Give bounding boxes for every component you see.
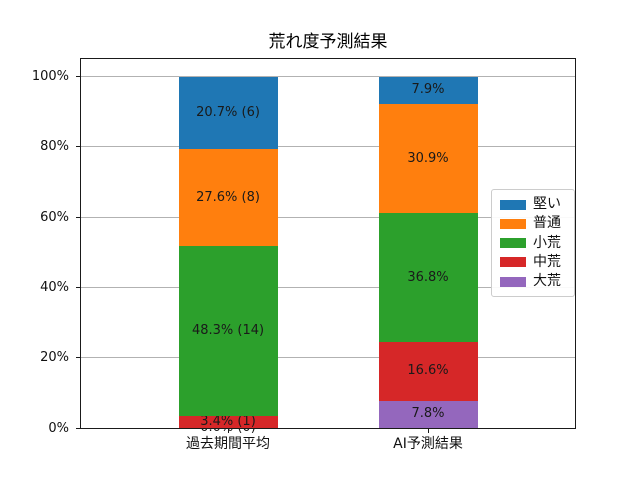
bar-segment-普通 [378, 104, 478, 213]
y-tick-label: 40% [40, 279, 69, 295]
legend: 堅い普通小荒中荒大荒 [491, 189, 575, 297]
legend-label: 普通 [533, 215, 561, 232]
legend-swatch-icon [500, 238, 526, 248]
gridline [81, 216, 575, 218]
bar-segment-大荒 [378, 400, 478, 428]
legend-label: 中荒 [533, 253, 561, 270]
bar-segment-堅い [378, 76, 478, 105]
x-tick-mark [227, 429, 229, 433]
gridline [81, 286, 575, 288]
legend-swatch-icon [500, 257, 526, 268]
gridline [81, 146, 575, 148]
legend-label: 小荒 [533, 234, 561, 251]
bar-segment-中荒 [178, 416, 278, 428]
y-tick-label: 0% [48, 420, 69, 436]
y-tick-mark [76, 357, 80, 359]
bar-segment-堅い [178, 76, 278, 150]
legend-item-堅い: 堅い [500, 197, 566, 212]
bar-segment-中荒 [378, 342, 478, 401]
legend-swatch-icon [500, 199, 526, 210]
legend-item-大荒: 大荒 [500, 274, 566, 289]
chart-title: 荒れ度予測結果 [268, 32, 388, 52]
stacked-bar-2: 7.8% 16.6% 36.8% 30.9% 7.9% [378, 59, 478, 428]
gridline [81, 76, 575, 78]
y-tick-mark [76, 427, 80, 429]
legend-swatch-icon [500, 276, 526, 287]
gridline [81, 357, 575, 359]
bar-segment-普通 [178, 149, 278, 247]
legend-label: 大荒 [533, 273, 561, 289]
y-tick-mark [76, 146, 80, 148]
legend-swatch-icon [500, 218, 526, 229]
legend-item-小荒: 小荒 [500, 234, 566, 251]
x-tick-mark [427, 429, 429, 433]
y-tick-label: 80% [40, 139, 69, 155]
x-tick-label: AI予測結果 [393, 436, 463, 452]
y-tick-label: 20% [40, 350, 69, 366]
y-tick-mark [76, 76, 80, 78]
legend-item-中荒: 中荒 [500, 253, 566, 270]
y-tick-mark [76, 286, 80, 288]
x-tick-label: 過去期間平均 [186, 436, 270, 452]
legend-item-普通: 普通 [500, 216, 566, 231]
bar-segment-小荒 [178, 246, 278, 417]
bar-segment-小荒 [378, 212, 478, 343]
y-tick-label: 100% [31, 69, 69, 85]
legend-label: 堅い [533, 196, 561, 212]
y-tick-label: 60% [40, 209, 69, 225]
y-tick-mark [76, 216, 80, 218]
stacked-bar-1: 0.0% (0)3.4% (1)48.3% (14)27.6% (8)20.7%… [178, 59, 278, 435]
